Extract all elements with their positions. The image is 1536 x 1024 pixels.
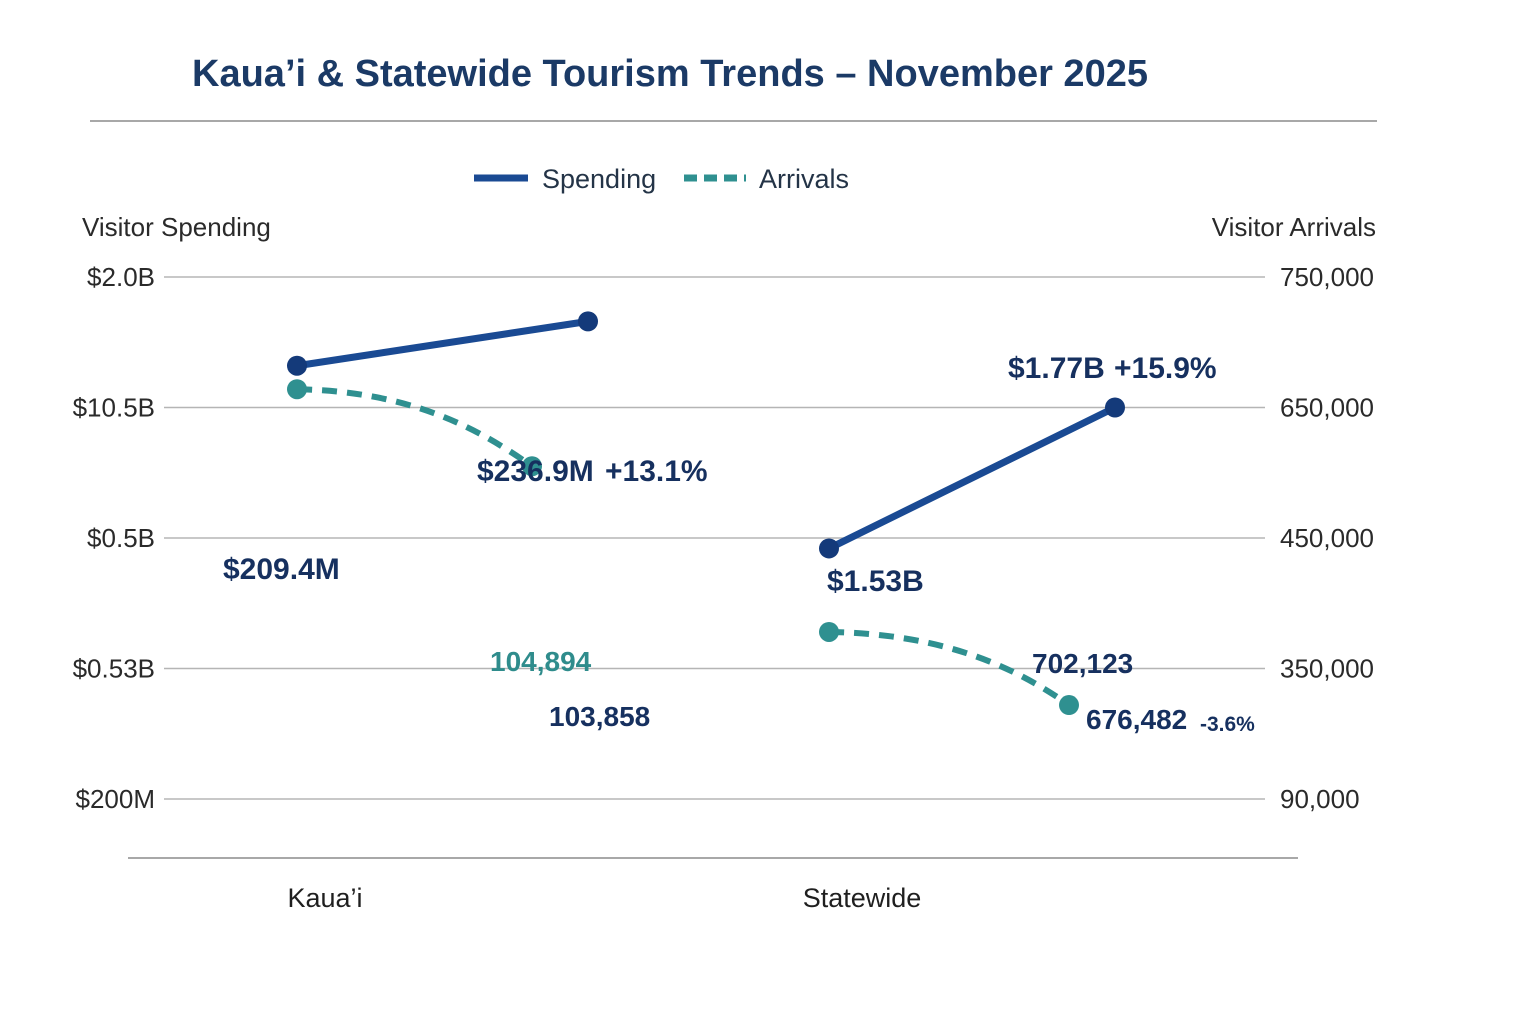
spending-end-label: $1.77B	[1008, 352, 1105, 385]
spending-line	[293, 317, 592, 370]
arrivals-line	[828, 628, 1071, 708]
gridlines	[164, 276, 1265, 800]
arrivals-line	[296, 386, 534, 469]
spending-change-label: +13.1%	[605, 455, 708, 488]
right-tick-label: 350,000	[1280, 654, 1374, 684]
left-tick-label: $200M	[76, 784, 156, 814]
arrivals-point-start	[819, 621, 839, 642]
left-tick-label: $2.0B	[87, 262, 155, 292]
spending-line	[825, 404, 1119, 552]
arrivals-point-start	[287, 379, 307, 400]
left-axis-title: Visitor Spending	[82, 212, 271, 242]
arrivals-start-label: 702,123	[1032, 648, 1133, 679]
right-axis-title: Visitor Arrivals	[1212, 212, 1376, 242]
arrivals-start-label: 104,894	[490, 646, 592, 677]
spending-end-label: $236.9M	[477, 455, 594, 488]
category-labels: Kaua’i Statewide	[287, 883, 921, 913]
right-tick-label: 750,000	[1280, 262, 1374, 292]
spending-point-end	[1105, 397, 1125, 418]
spending-point-end	[578, 311, 598, 332]
right-tick-labels: 750,000 650,000 450,000 350,000 90,000	[1280, 262, 1374, 814]
arrivals-point-end	[522, 456, 542, 477]
arrivals-change-label: -3.6%	[1200, 713, 1255, 736]
legend-arrivals-label: Arrivals	[759, 164, 849, 194]
spending-change-label: +15.9%	[1114, 352, 1217, 385]
left-tick-labels: $2.0B $10.5B $0.5B $0.53B $200M	[73, 262, 155, 814]
spending-start-label: $209.4M	[223, 553, 340, 586]
right-tick-label: 450,000	[1280, 523, 1374, 553]
arrivals-end-label: 676,482	[1086, 704, 1187, 735]
legend-spending-label: Spending	[542, 164, 656, 194]
left-tick-label: $0.53B	[73, 654, 155, 684]
chart-title: Kaua’i & Statewide Tourism Trends – Nove…	[192, 53, 1148, 95]
category-label: Kaua’i	[287, 883, 362, 913]
left-tick-label: $10.5B	[73, 393, 155, 423]
category-label: Statewide	[803, 883, 922, 913]
left-tick-label: $0.5B	[87, 523, 155, 553]
arrivals-end-label: 103,858	[549, 701, 650, 732]
spending-point-start	[287, 355, 307, 376]
right-tick-label: 650,000	[1280, 393, 1374, 423]
legend: Spending Arrivals	[474, 164, 849, 194]
right-tick-label: 90,000	[1280, 784, 1360, 814]
series-layer: $209.4M $236.9M +13.1% 104,894 103,858 $1.53B…	[223, 311, 1255, 736]
arrivals-point-end	[1059, 695, 1079, 716]
spending-point-start	[819, 538, 839, 559]
spending-start-label: $1.53B	[827, 565, 924, 598]
